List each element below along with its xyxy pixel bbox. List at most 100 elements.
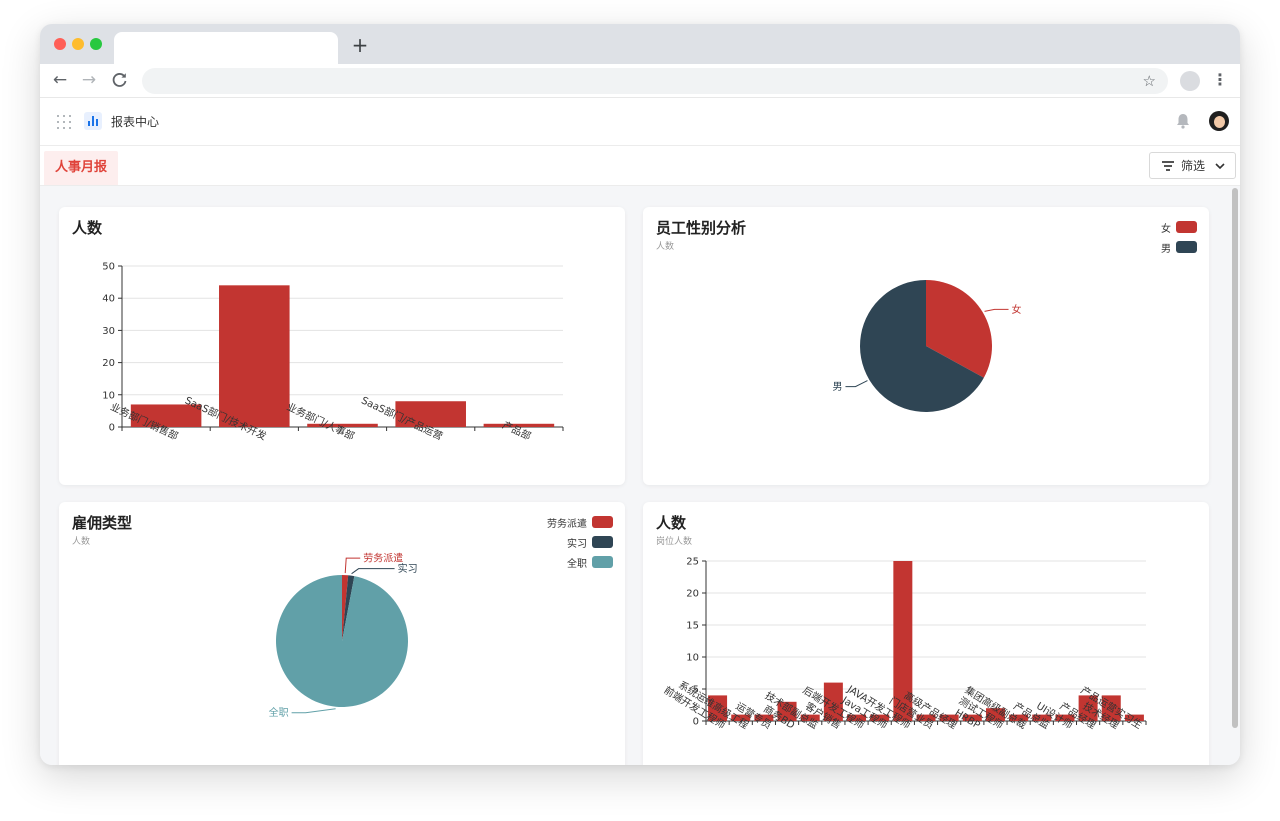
pie-label: 劳务派遣 <box>363 552 403 565</box>
bar <box>1078 695 1098 721</box>
pie-label-line <box>291 708 336 714</box>
chart-title: 员工性别分析 <box>656 219 747 237</box>
pie-label: 全职 <box>269 706 289 719</box>
chart-legend: 劳务派遣实习全职 <box>547 512 613 572</box>
app-header: 报表中心 <box>40 98 1240 146</box>
chevron-down-icon <box>1213 158 1227 172</box>
pie-slice <box>276 575 408 707</box>
apps-grid-icon[interactable] <box>56 114 72 130</box>
pie-label: 实习 <box>398 562 418 575</box>
y-tick-label: 50 <box>102 262 115 273</box>
legend-item[interactable]: 全职 <box>547 552 613 572</box>
filter-icon <box>1162 161 1174 171</box>
bar <box>800 714 820 721</box>
pie-label-line <box>344 557 361 574</box>
y-tick-label: 5 <box>693 685 699 696</box>
back-arrow-icon[interactable]: ← <box>52 70 68 90</box>
chart-title: 雇佣类型 <box>72 514 133 532</box>
bar <box>1032 714 1052 721</box>
browser-window: + ← → ☆ ⋮ 报表中心 人事月报 筛选 <box>40 24 1240 765</box>
chart-subtitle: 人数 <box>656 242 675 252</box>
legend-label: 实习 <box>567 538 587 550</box>
bar <box>307 423 378 427</box>
address-bar[interactable]: ☆ <box>142 68 1168 94</box>
bar <box>823 682 843 721</box>
filter-button[interactable]: 筛选 <box>1149 152 1236 179</box>
pie-slice <box>342 575 355 641</box>
dept-headcount-card: 人数 0 10 20 30 40 50 业务部门/销售部 SaaS部门/技术开发 业务部门/人事… <box>59 207 625 485</box>
scrollbar[interactable] <box>1232 188 1238 728</box>
legend-label: 劳务派遣 <box>547 518 587 530</box>
y-tick-label: 0 <box>109 423 115 434</box>
pie-label-line <box>984 308 1009 312</box>
bar <box>1055 714 1075 721</box>
new-tab-plus-icon[interactable]: + <box>351 33 369 57</box>
x-tick-label: 业务部门/人事部 <box>285 400 357 443</box>
position-bar-chart: 0510152025前端开发工程师系统运维高级工程运营专员商务BD技术部副总监客… <box>662 557 1147 732</box>
bar <box>731 714 751 721</box>
y-tick-label: 0 <box>693 717 699 728</box>
bar <box>962 714 982 721</box>
pie-label: 女 <box>1012 303 1022 316</box>
bar <box>708 695 728 721</box>
bar <box>1009 714 1029 721</box>
bar <box>939 714 959 721</box>
bar <box>985 708 1005 721</box>
pie-label: 男 <box>832 381 842 393</box>
gender-pie-chart: 女男 <box>832 280 1022 412</box>
browser-tab[interactable] <box>114 32 338 64</box>
bar <box>893 561 913 721</box>
pie-slice <box>342 575 349 641</box>
maximize-window-icon[interactable] <box>90 38 102 50</box>
gender-card: 员工性别分析 人数 女男 女男 <box>643 207 1209 485</box>
browser-menu-icon[interactable]: ⋮ <box>1212 70 1228 89</box>
chart-subtitle: 人数 <box>72 537 91 547</box>
forward-arrow-icon[interactable]: → <box>81 70 97 90</box>
legend-label: 女 <box>1161 223 1171 235</box>
pie-slice <box>926 280 992 378</box>
bar <box>754 714 774 721</box>
tab-hr-monthly[interactable]: 人事月报 <box>44 151 118 185</box>
chart-title: 人数 <box>656 514 687 532</box>
bar <box>130 404 202 427</box>
bar <box>916 714 936 721</box>
employment-type-card: 雇佣类型 人数 劳务派遣 实习 全职 劳务派遣 实习 全职 <box>59 502 625 765</box>
y-tick-label: 25 <box>686 557 699 568</box>
dashboard-content: 人数 0 10 20 30 40 50 业务部门/销售部 SaaS部门/技术开发 业务部门/人事… <box>40 186 1240 765</box>
legend-swatch <box>1176 241 1197 253</box>
close-window-icon[interactable] <box>54 38 66 50</box>
bar <box>483 423 555 427</box>
legend-item[interactable]: 劳务派遣 <box>547 512 613 532</box>
legend-swatch <box>592 536 613 548</box>
profile-icon[interactable] <box>1180 71 1200 91</box>
pie-slice <box>860 280 984 412</box>
browser-tab-strip: + <box>40 24 1240 64</box>
bar <box>847 714 867 721</box>
browser-toolbar: ← → ☆ ⋮ <box>40 64 1240 98</box>
legend-label: 全职 <box>567 558 587 570</box>
pie-label-line <box>351 568 395 575</box>
position-headcount-card: 人数 岗位人数 0 5 10 15 20 25 前端开发工程师 系统运维高级工程 运营专员 商务B… <box>643 502 1209 765</box>
minimize-window-icon[interactable] <box>72 38 84 50</box>
bar <box>1101 695 1121 721</box>
legend-item[interactable]: 女 <box>1161 217 1197 237</box>
report-tab-bar: 人事月报 筛选 <box>40 146 1240 186</box>
legend-item[interactable]: 实习 <box>547 532 613 552</box>
legend-swatch <box>592 516 613 528</box>
y-tick-label: 30 <box>102 326 115 337</box>
pie-label-line <box>845 380 868 388</box>
filter-label: 筛选 <box>1181 159 1206 173</box>
bar <box>1124 714 1144 721</box>
legend-swatch <box>1176 221 1197 233</box>
legend-item[interactable]: 男 <box>1161 237 1197 257</box>
legend-label: 男 <box>1161 243 1171 255</box>
bar-chart-icon <box>84 112 102 130</box>
user-avatar[interactable] <box>1209 111 1229 131</box>
y-tick-label: 15 <box>686 621 699 632</box>
bookmark-star-icon[interactable]: ☆ <box>1142 72 1156 90</box>
reload-icon[interactable] <box>109 69 131 91</box>
y-tick-label: 10 <box>686 653 699 664</box>
bar <box>219 285 290 427</box>
bell-icon[interactable] <box>1174 112 1192 130</box>
